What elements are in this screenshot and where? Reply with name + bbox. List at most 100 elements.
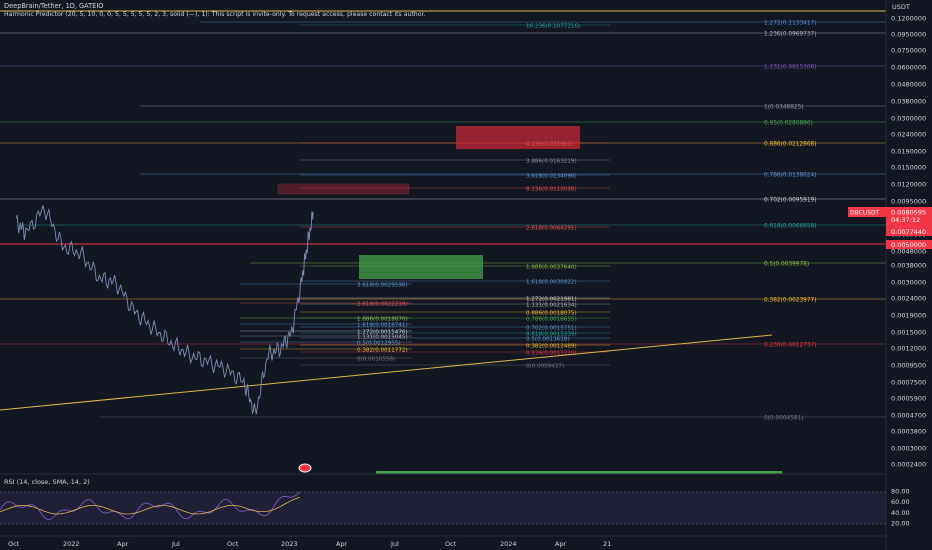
time-tick-label: Jul bbox=[390, 540, 399, 548]
zones bbox=[277, 126, 782, 474]
alert-price-label: 0.0050000 bbox=[891, 241, 926, 249]
rsi-band bbox=[0, 492, 886, 524]
price-tick-label: 0.0030000 bbox=[891, 279, 926, 287]
price-axis-bg bbox=[886, 0, 932, 550]
fib-level-label: 16.236(0.1077216) bbox=[526, 24, 580, 30]
price-tick-label: 0.0012000 bbox=[891, 345, 926, 353]
fib-level-label: 0.5(0.0013618) bbox=[526, 337, 570, 343]
last-price-tag-bg bbox=[886, 207, 932, 227]
price-tick-label: 0.0190000 bbox=[891, 148, 926, 156]
time-tick-label: 2022 bbox=[63, 540, 80, 548]
time-tick-label: 2024 bbox=[500, 540, 517, 548]
time-tick-label: Apr bbox=[336, 540, 348, 548]
fib-level-label: 0(0.0010558) bbox=[357, 357, 395, 363]
price-tick-label: 0.0480000 bbox=[891, 81, 926, 89]
price-tick-label: 0.0150000 bbox=[891, 164, 926, 172]
fib-level-label: 1.618(0.0030922) bbox=[526, 280, 577, 286]
ticker-label: DBCUSDT bbox=[850, 210, 880, 217]
fib-level-label: 0.382(0.0012489) bbox=[526, 344, 577, 350]
price-tick-label: 0.0120000 bbox=[891, 181, 926, 189]
fib-level-label: 4.236(0.021902) bbox=[526, 142, 573, 148]
tag-price-bg bbox=[886, 227, 932, 236]
buy-zone-green bbox=[359, 255, 483, 279]
price-tick-label: 0.0095000 bbox=[891, 198, 926, 206]
rsi-tick-label: 60.00 bbox=[891, 498, 910, 506]
fib-level-label: 1.131(0.0015045) bbox=[357, 335, 408, 341]
indicator-title: Harmonic Predictor (20, 5, 10, 0, 0, 5, … bbox=[4, 11, 425, 18]
fib-level-label: 0.886(0.0018075) bbox=[526, 311, 577, 317]
price-tick-label: 0.0240000 bbox=[891, 131, 926, 139]
sell-zone-red bbox=[456, 126, 580, 149]
fib-level-label: 1(0.0348825) bbox=[764, 105, 804, 111]
price-tick-label: 0.0005900 bbox=[891, 395, 926, 403]
green-bar-bottom bbox=[376, 471, 782, 474]
price-tick-label: 0.0003800 bbox=[891, 428, 926, 436]
fib-level-label: 2.618(0.0064291) bbox=[526, 226, 577, 232]
fib-level-label: 8.236(0.0110098) bbox=[526, 187, 577, 193]
fib-level-label: 0.702(0.0015751) bbox=[526, 326, 577, 332]
rsi-ma-line bbox=[0, 497, 301, 515]
fib-level-label: 0.786(0.0138024) bbox=[764, 173, 816, 179]
time-tick-label: Jul bbox=[171, 540, 180, 548]
price-axis[interactable]: USDT 0.1200000 0.0950000 0.0750000 0.060000… bbox=[885, 0, 932, 550]
fib-labels: 1.272(0.1133417) 1.236(0.0969737) 1.131(0.… bbox=[357, 21, 816, 422]
fib-level-label: 0.382(0.0023977) bbox=[764, 298, 816, 304]
fib-level-label: 0.236(0.0012737) bbox=[764, 343, 816, 349]
fib-level-label: 0.618(0.0015339) bbox=[526, 332, 577, 338]
price-tick-label: 0.0009500 bbox=[891, 362, 926, 370]
fib-level-label: 1.236(0.0969737) bbox=[764, 32, 816, 38]
time-tick-label: 21 bbox=[603, 540, 611, 548]
fib-level-label: 0(0.0004581) bbox=[764, 416, 804, 422]
price-tags: DBCUSDT 0.0080595 04:37:12 0.0077440 0.0… bbox=[848, 207, 932, 249]
price-marker[interactable] bbox=[298, 463, 312, 473]
fib-level-label: 0.95(0.0280886) bbox=[764, 121, 813, 127]
price-tick-label: 0.0038000 bbox=[891, 262, 926, 270]
price-tick-label: 0.0048000 bbox=[891, 248, 926, 256]
fib-level-label: 1.272(0.1133417) bbox=[764, 21, 816, 27]
time-tick-label: Oct bbox=[8, 540, 20, 548]
fib-level-label: 0(0.0009437) bbox=[526, 364, 564, 370]
fib-level-label: 0.5(0.0039978) bbox=[764, 262, 809, 268]
fib-level-label: 0.236(0.0011220) bbox=[526, 351, 577, 357]
rsi-tick-label: 20.00 bbox=[891, 520, 910, 528]
fib-level-label: 2.618(0.0022219) bbox=[357, 302, 408, 308]
fib-level-label: 0.702(0.0095919) bbox=[764, 198, 816, 204]
time-tick-label: Oct bbox=[227, 540, 239, 548]
fib-level-label: 0.382(0.0011772) bbox=[357, 348, 408, 354]
fib-level-label: 1.131(0.0615306) bbox=[764, 65, 816, 71]
countdown-label: 04:37:12 bbox=[891, 216, 920, 224]
fib-level-label: 0.618(0.0066658) bbox=[764, 224, 816, 230]
time-axis[interactable]: Oct 2022 Apr Jul Oct 2023 Apr Jul Oct 2024 Apr 21 bbox=[0, 535, 886, 548]
fib-level-label: 1.272(0.0015476) bbox=[357, 330, 408, 336]
price-tick-label: 0.0380000 bbox=[891, 98, 926, 106]
time-tick-label: 2023 bbox=[281, 540, 298, 548]
price-tick-label: 0.0300000 bbox=[891, 115, 926, 123]
fib-level-label: 3.618(0.0134090) bbox=[526, 174, 577, 180]
symbol-title: DeepBrain/Tether, 1D, GATEIO bbox=[4, 2, 103, 10]
fib-level-label: 0.786(0.0016655) bbox=[526, 317, 577, 323]
price-tick-label: 0.0600000 bbox=[891, 64, 926, 72]
price-tick-label: 0.0024000 bbox=[891, 295, 926, 303]
fib-level-label: 1.272(0.0021981) bbox=[526, 297, 577, 303]
time-tick-label: Oct bbox=[445, 540, 457, 548]
alert-price-bg bbox=[886, 240, 932, 249]
price-axis-unit: USDT bbox=[892, 3, 910, 11]
target-zone-red bbox=[277, 183, 410, 195]
fib-level-label: 1.131(0.0021634) bbox=[526, 303, 577, 309]
price-tick-label: 0.0015000 bbox=[891, 329, 926, 337]
price-line bbox=[15, 205, 314, 415]
bar-marker-icon[interactable] bbox=[298, 463, 312, 473]
time-tick-label: Apr bbox=[555, 540, 567, 548]
price-tick-label: 0.1200000 bbox=[891, 15, 926, 23]
fib-level-label: 1.618(0.0016741) bbox=[357, 323, 408, 329]
rsi-label: RSI (14, close, SMA, 14, 2) bbox=[4, 478, 90, 486]
fib-level-label: 1.886(0.0037640) bbox=[526, 265, 577, 271]
price-tick-label: 0.0007500 bbox=[891, 379, 926, 387]
fib-lines bbox=[0, 21, 886, 418]
ticker-tag-bg bbox=[848, 207, 886, 217]
fib-level-label: 3.886(0.0163219) bbox=[526, 159, 577, 165]
time-tick-label: Apr bbox=[117, 540, 129, 548]
rsi-pane[interactable]: RSI (14, close, SMA, 14, 2) bbox=[0, 473, 886, 525]
price-tick-label: 0.0019000 bbox=[891, 312, 926, 320]
